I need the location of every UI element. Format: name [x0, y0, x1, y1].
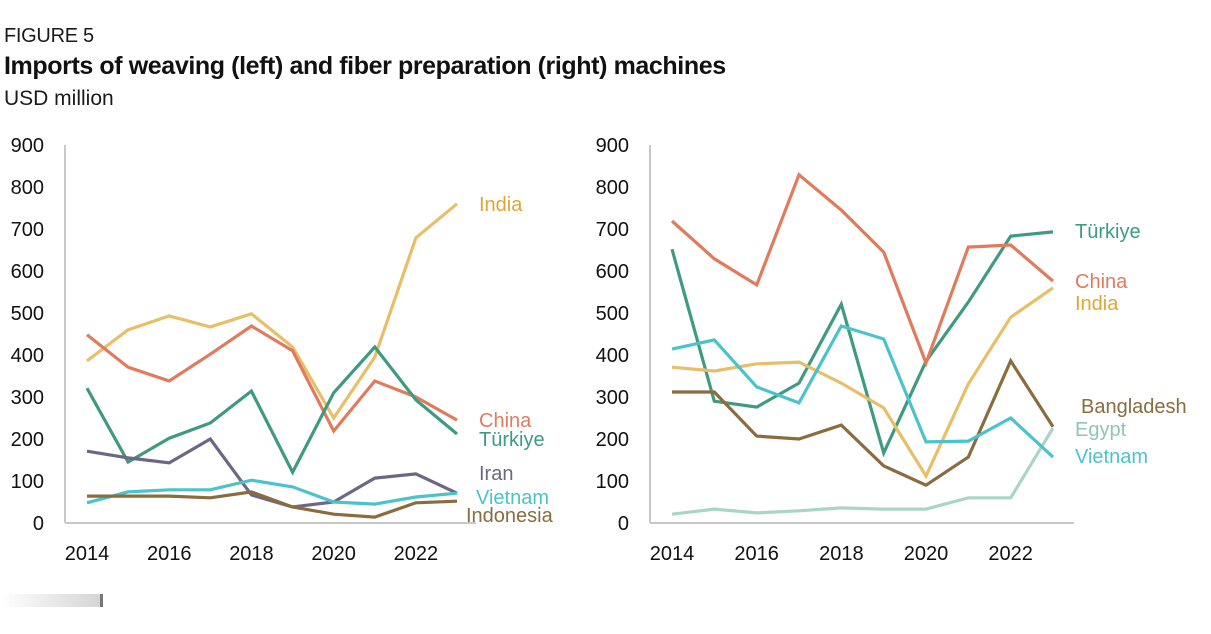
figure-label: FIGURE 5 [4, 25, 94, 47]
series-line-bangladesh [672, 357, 1055, 488]
series-line-china [670, 172, 1055, 368]
series-line-egypt [671, 427, 1055, 516]
y-tick-label: 900 [596, 135, 629, 157]
y-tick-label: 200 [596, 429, 629, 451]
y-tick-label: 100 [596, 471, 629, 493]
series-label-china: China [479, 410, 532, 432]
figure-title: Imports of weaving (left) and fiber prep… [4, 52, 726, 80]
series-label-turkiye: Türkiye [479, 429, 545, 451]
series-line-vietnam [671, 324, 1055, 459]
x-tick-label: 2020 [904, 543, 949, 565]
x-tick-label: 2018 [819, 543, 864, 565]
series-label-iran: Iran [479, 463, 513, 485]
y-tick-label: 500 [11, 303, 44, 325]
series-label-indonesia: Indonesia [466, 505, 554, 527]
figure-subtitle: USD million [4, 87, 114, 110]
y-tick-label: 100 [11, 471, 44, 493]
series-label-china: China [1075, 271, 1128, 293]
series-label-india: India [1075, 293, 1119, 315]
y-tick-label: 0 [33, 513, 44, 535]
y-tick-label: 400 [596, 345, 629, 367]
y-tick-label: 200 [11, 429, 44, 451]
y-tick-label: 400 [11, 345, 44, 367]
y-tick-label: 300 [596, 387, 629, 409]
x-tick-label: 2014 [65, 543, 110, 565]
series-line-vietnam [86, 478, 458, 506]
series-label-bangladesh: Bangladesh [1081, 396, 1187, 418]
x-tick-label: 2016 [734, 543, 779, 565]
series-label-vietnam: Vietnam [1075, 446, 1148, 468]
series-line-china [86, 324, 458, 434]
y-tick-label: 600 [11, 261, 44, 283]
series-label-egypt: Egypt [1075, 419, 1127, 441]
x-tick-label: 2016 [147, 543, 192, 565]
y-tick-label: 0 [618, 513, 629, 535]
y-tick-label: 800 [11, 177, 44, 199]
weaving-chart: 0 100 200 300 400 500 600 700 800 900 2014 2016 2018… [11, 135, 554, 565]
x-tick-label: 2022 [394, 543, 439, 565]
x-tick-label: 2014 [650, 543, 695, 565]
series-line-indonesia [87, 490, 458, 519]
series-line-turkiye [670, 230, 1054, 458]
x-tick-label: 2018 [229, 543, 274, 565]
y-tick-label: 900 [11, 135, 44, 157]
y-tick-label: 700 [11, 219, 44, 241]
y-tick-label: 700 [596, 219, 629, 241]
series-line-india [671, 286, 1054, 480]
series-line-india [86, 202, 459, 422]
fiber-preparation-chart: 0 100 200 300 400 500 600 700 800 900 2014 2016 2018… [596, 135, 1187, 565]
y-tick-label: 300 [11, 387, 44, 409]
series-line-turkiye [85, 344, 459, 476]
x-tick-label: 2020 [311, 543, 356, 565]
x-tick-label: 2022 [988, 543, 1033, 565]
scroll-fade-marker [100, 594, 103, 607]
y-tick-label: 800 [596, 177, 629, 199]
series-label-vietnam: Vietnam [476, 487, 549, 509]
y-tick-label: 600 [596, 261, 629, 283]
scroll-fade-artifact [0, 594, 100, 607]
series-label-india: India [479, 194, 523, 216]
y-tick-label: 500 [596, 303, 629, 325]
series-label-turkiye: Türkiye [1075, 221, 1141, 243]
